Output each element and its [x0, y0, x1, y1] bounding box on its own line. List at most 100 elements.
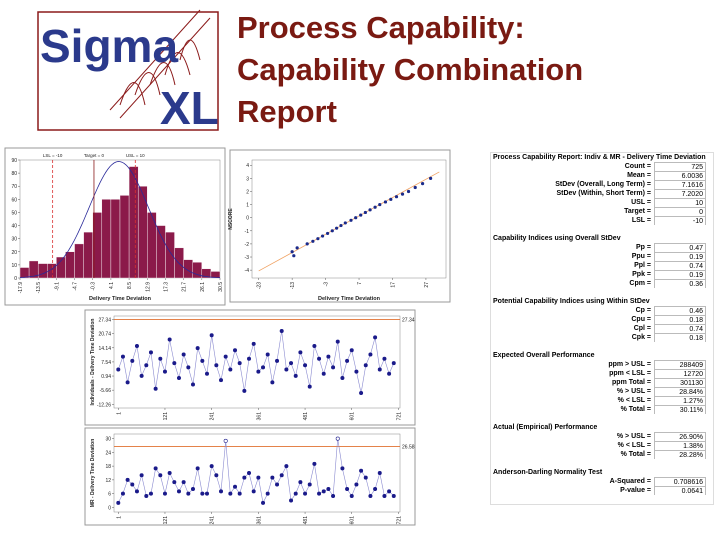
report-row: ppm > USL = 288409: [491, 360, 713, 369]
point: [382, 356, 387, 361]
row-label: ppm > USL =: [608, 361, 651, 368]
point: [373, 335, 378, 340]
panel: [4, 147, 226, 306]
row-label: Cpk =: [631, 334, 651, 341]
point: [387, 371, 392, 376]
point: [256, 369, 261, 374]
point: [340, 466, 345, 471]
point: [312, 461, 317, 466]
point: [219, 378, 224, 383]
x-tick-label: 17: [390, 282, 396, 288]
control-limit-label: 27.34: [402, 318, 415, 324]
y-tick-label: 2: [246, 189, 249, 195]
y-tick-label: 0.94: [101, 374, 111, 380]
row-value: 0.36: [654, 279, 706, 288]
panel: [229, 149, 451, 303]
row-value: 12720: [654, 369, 706, 378]
x-tick-label: 361: [256, 412, 262, 421]
point: [373, 487, 378, 492]
row-label: LSL =: [631, 217, 651, 224]
point: [237, 491, 242, 496]
y-tick-label: 30: [105, 437, 111, 443]
x-tick-label: 12.9: [145, 282, 151, 292]
point: [317, 356, 322, 361]
section-heading: Capability Indices using Overall StDev: [493, 235, 621, 242]
row-value: 0.74: [654, 324, 706, 333]
point: [265, 352, 270, 357]
point: [383, 200, 388, 204]
point: [335, 226, 339, 230]
point: [293, 491, 298, 496]
point: [377, 367, 382, 372]
point: [331, 365, 336, 370]
point: [394, 195, 399, 199]
point: [354, 369, 359, 374]
point: [359, 468, 364, 473]
report-section: Anderson-Darling Normality Test A-Squared…: [491, 468, 713, 495]
point: [261, 365, 266, 370]
title-line: Capability Combination: [237, 52, 583, 87]
y-tick-label: 60: [11, 197, 17, 203]
point: [378, 202, 382, 207]
point: [275, 482, 280, 487]
point: [219, 489, 224, 494]
x-tick-label: 241: [210, 412, 216, 421]
report-row: % < LSL = 1.27%: [491, 396, 713, 405]
point: [325, 231, 330, 236]
bar: [137, 186, 148, 279]
point: [406, 189, 411, 194]
row-label: ppm < LSL =: [609, 370, 651, 377]
row-label: % < LSL =: [617, 397, 651, 404]
point: [158, 356, 163, 361]
row-value: 26.90%: [654, 432, 706, 441]
point: [176, 489, 181, 494]
row-value: 28.84%: [654, 387, 706, 396]
point: [125, 477, 130, 482]
spec-label: LSL = -10: [43, 153, 63, 158]
row-value: 0.0641: [654, 486, 706, 495]
point: [295, 246, 299, 250]
report-row: % Total = 30.11%: [491, 405, 713, 414]
point: [290, 250, 294, 254]
point: [120, 354, 125, 359]
row-label: Cpu =: [631, 316, 651, 323]
point: [200, 491, 205, 496]
x-tick-label: 30.5: [218, 282, 224, 292]
report-row: Cpl = 0.74: [491, 324, 713, 333]
report-row: Cp = 0.46: [491, 306, 713, 315]
point: [233, 348, 238, 353]
plot-area: [113, 433, 401, 513]
x-tick-label: 8.5: [127, 282, 133, 289]
x-tick-label: -3: [324, 282, 330, 287]
y-tick-label: 40: [11, 224, 17, 230]
point: [311, 239, 315, 243]
report-row: StDev (Overall, Long Term) = 7.1616: [491, 180, 713, 189]
report-section: Actual (Empirical) Performance% > USL = 2…: [491, 423, 713, 459]
y-tick-label: 18: [105, 464, 111, 470]
point: [275, 358, 280, 363]
row-label: Ppl =: [634, 262, 651, 269]
row-label: Cpm =: [629, 280, 651, 287]
fit-line: [258, 171, 440, 272]
y-tick-label: 1: [246, 203, 249, 209]
x-tick-label: 17.3: [163, 282, 169, 292]
point: [200, 358, 205, 363]
title-line: Process Capability:: [237, 10, 525, 45]
row-value: 28.28%: [654, 450, 706, 459]
row-label: P-value =: [620, 487, 651, 494]
section-heading: Actual (Empirical) Performance: [493, 424, 598, 431]
report-row: P-value = 0.0641: [491, 486, 713, 495]
row-value: 725: [654, 162, 706, 171]
point: [345, 487, 350, 492]
point: [293, 373, 298, 378]
point: [400, 192, 405, 196]
x-tick-label: -9.1: [54, 282, 60, 291]
row-value: 6.0036: [654, 171, 706, 180]
point: [349, 493, 354, 498]
point: [373, 205, 377, 209]
x-tick-label: 721: [396, 516, 402, 525]
point: [387, 489, 392, 494]
point: [289, 361, 294, 366]
point: [186, 365, 191, 370]
